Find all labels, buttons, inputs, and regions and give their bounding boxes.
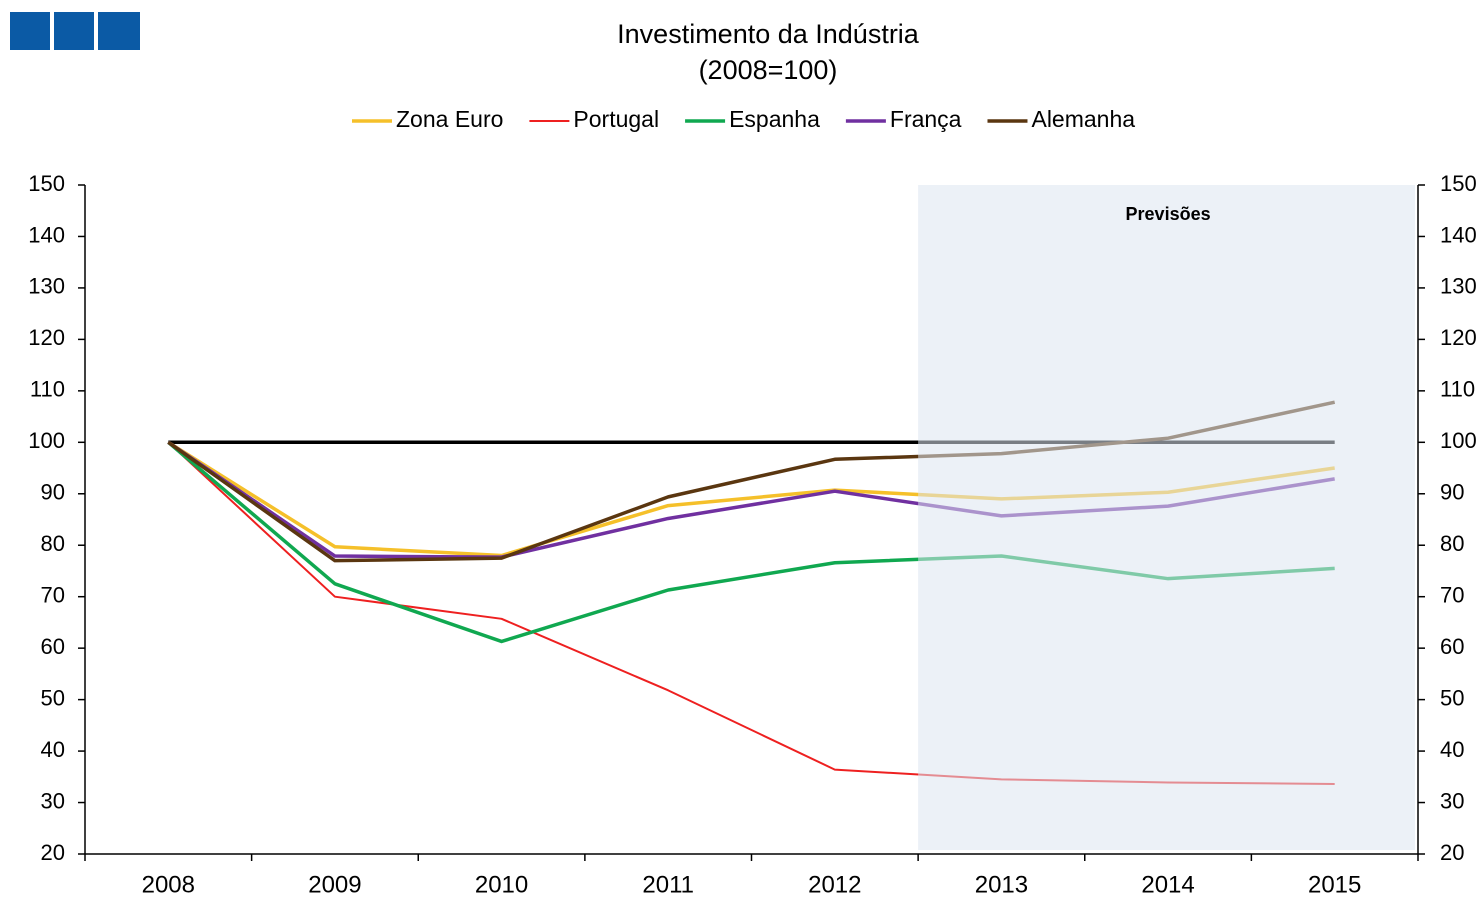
y2-tick-label: 20	[1440, 840, 1464, 865]
y-tick-label: 40	[41, 737, 65, 762]
y-tick-label: 120	[28, 325, 65, 350]
y2-tick-label: 90	[1440, 480, 1464, 505]
y2-tick-label: 70	[1440, 583, 1464, 608]
x-tick-label: 2010	[475, 871, 528, 898]
y-tick-label: 20	[41, 840, 65, 865]
legend-label: Zona Euro	[396, 106, 503, 132]
legend-label: Portugal	[573, 106, 659, 132]
y2-tick-label: 100	[1440, 428, 1477, 453]
x-tick-label: 2009	[308, 871, 361, 898]
y2-tick-label: 150	[1440, 171, 1477, 196]
y2-tick-label: 110	[1440, 377, 1475, 402]
y2-tick-label: 40	[1440, 737, 1464, 762]
y-tick-label: 50	[41, 685, 65, 710]
legend-label: Espanha	[729, 106, 820, 132]
legend-label: França	[890, 106, 962, 132]
x-tick-label: 2012	[808, 871, 861, 898]
y-tick-label: 110	[30, 377, 65, 402]
y-tick-label: 150	[28, 171, 65, 196]
y2-tick-label: 50	[1440, 685, 1464, 710]
y2-tick-label: 140	[1440, 222, 1477, 247]
x-tick-label: 2014	[1141, 871, 1194, 898]
y-tick-label: 100	[28, 428, 65, 453]
y-tick-label: 80	[41, 531, 65, 556]
forecast-label: Previsões	[1126, 204, 1211, 224]
legend-label: Alemanha	[1031, 106, 1135, 132]
x-tick-label: 2008	[142, 871, 195, 898]
y-tick-label: 130	[28, 274, 65, 299]
y2-tick-label: 80	[1440, 531, 1464, 556]
y-tick-label: 90	[41, 480, 65, 505]
y2-tick-label: 120	[1440, 325, 1477, 350]
y2-tick-label: 60	[1440, 634, 1464, 659]
y2-tick-label: 130	[1440, 274, 1477, 299]
y-tick-label: 60	[41, 634, 65, 659]
chart-subtitle: (2008=100)	[699, 55, 838, 85]
y-tick-label: 70	[41, 583, 65, 608]
x-tick-label: 2015	[1308, 871, 1361, 898]
y2-tick-label: 30	[1440, 788, 1464, 813]
x-tick-label: 2013	[975, 871, 1028, 898]
logo	[10, 12, 140, 50]
y-tick-label: 30	[41, 788, 65, 813]
x-tick-label: 2011	[642, 871, 694, 898]
y-tick-label: 140	[28, 222, 65, 247]
forecast-region	[918, 185, 1415, 850]
chart-title: Investimento da Indústria	[617, 19, 920, 49]
